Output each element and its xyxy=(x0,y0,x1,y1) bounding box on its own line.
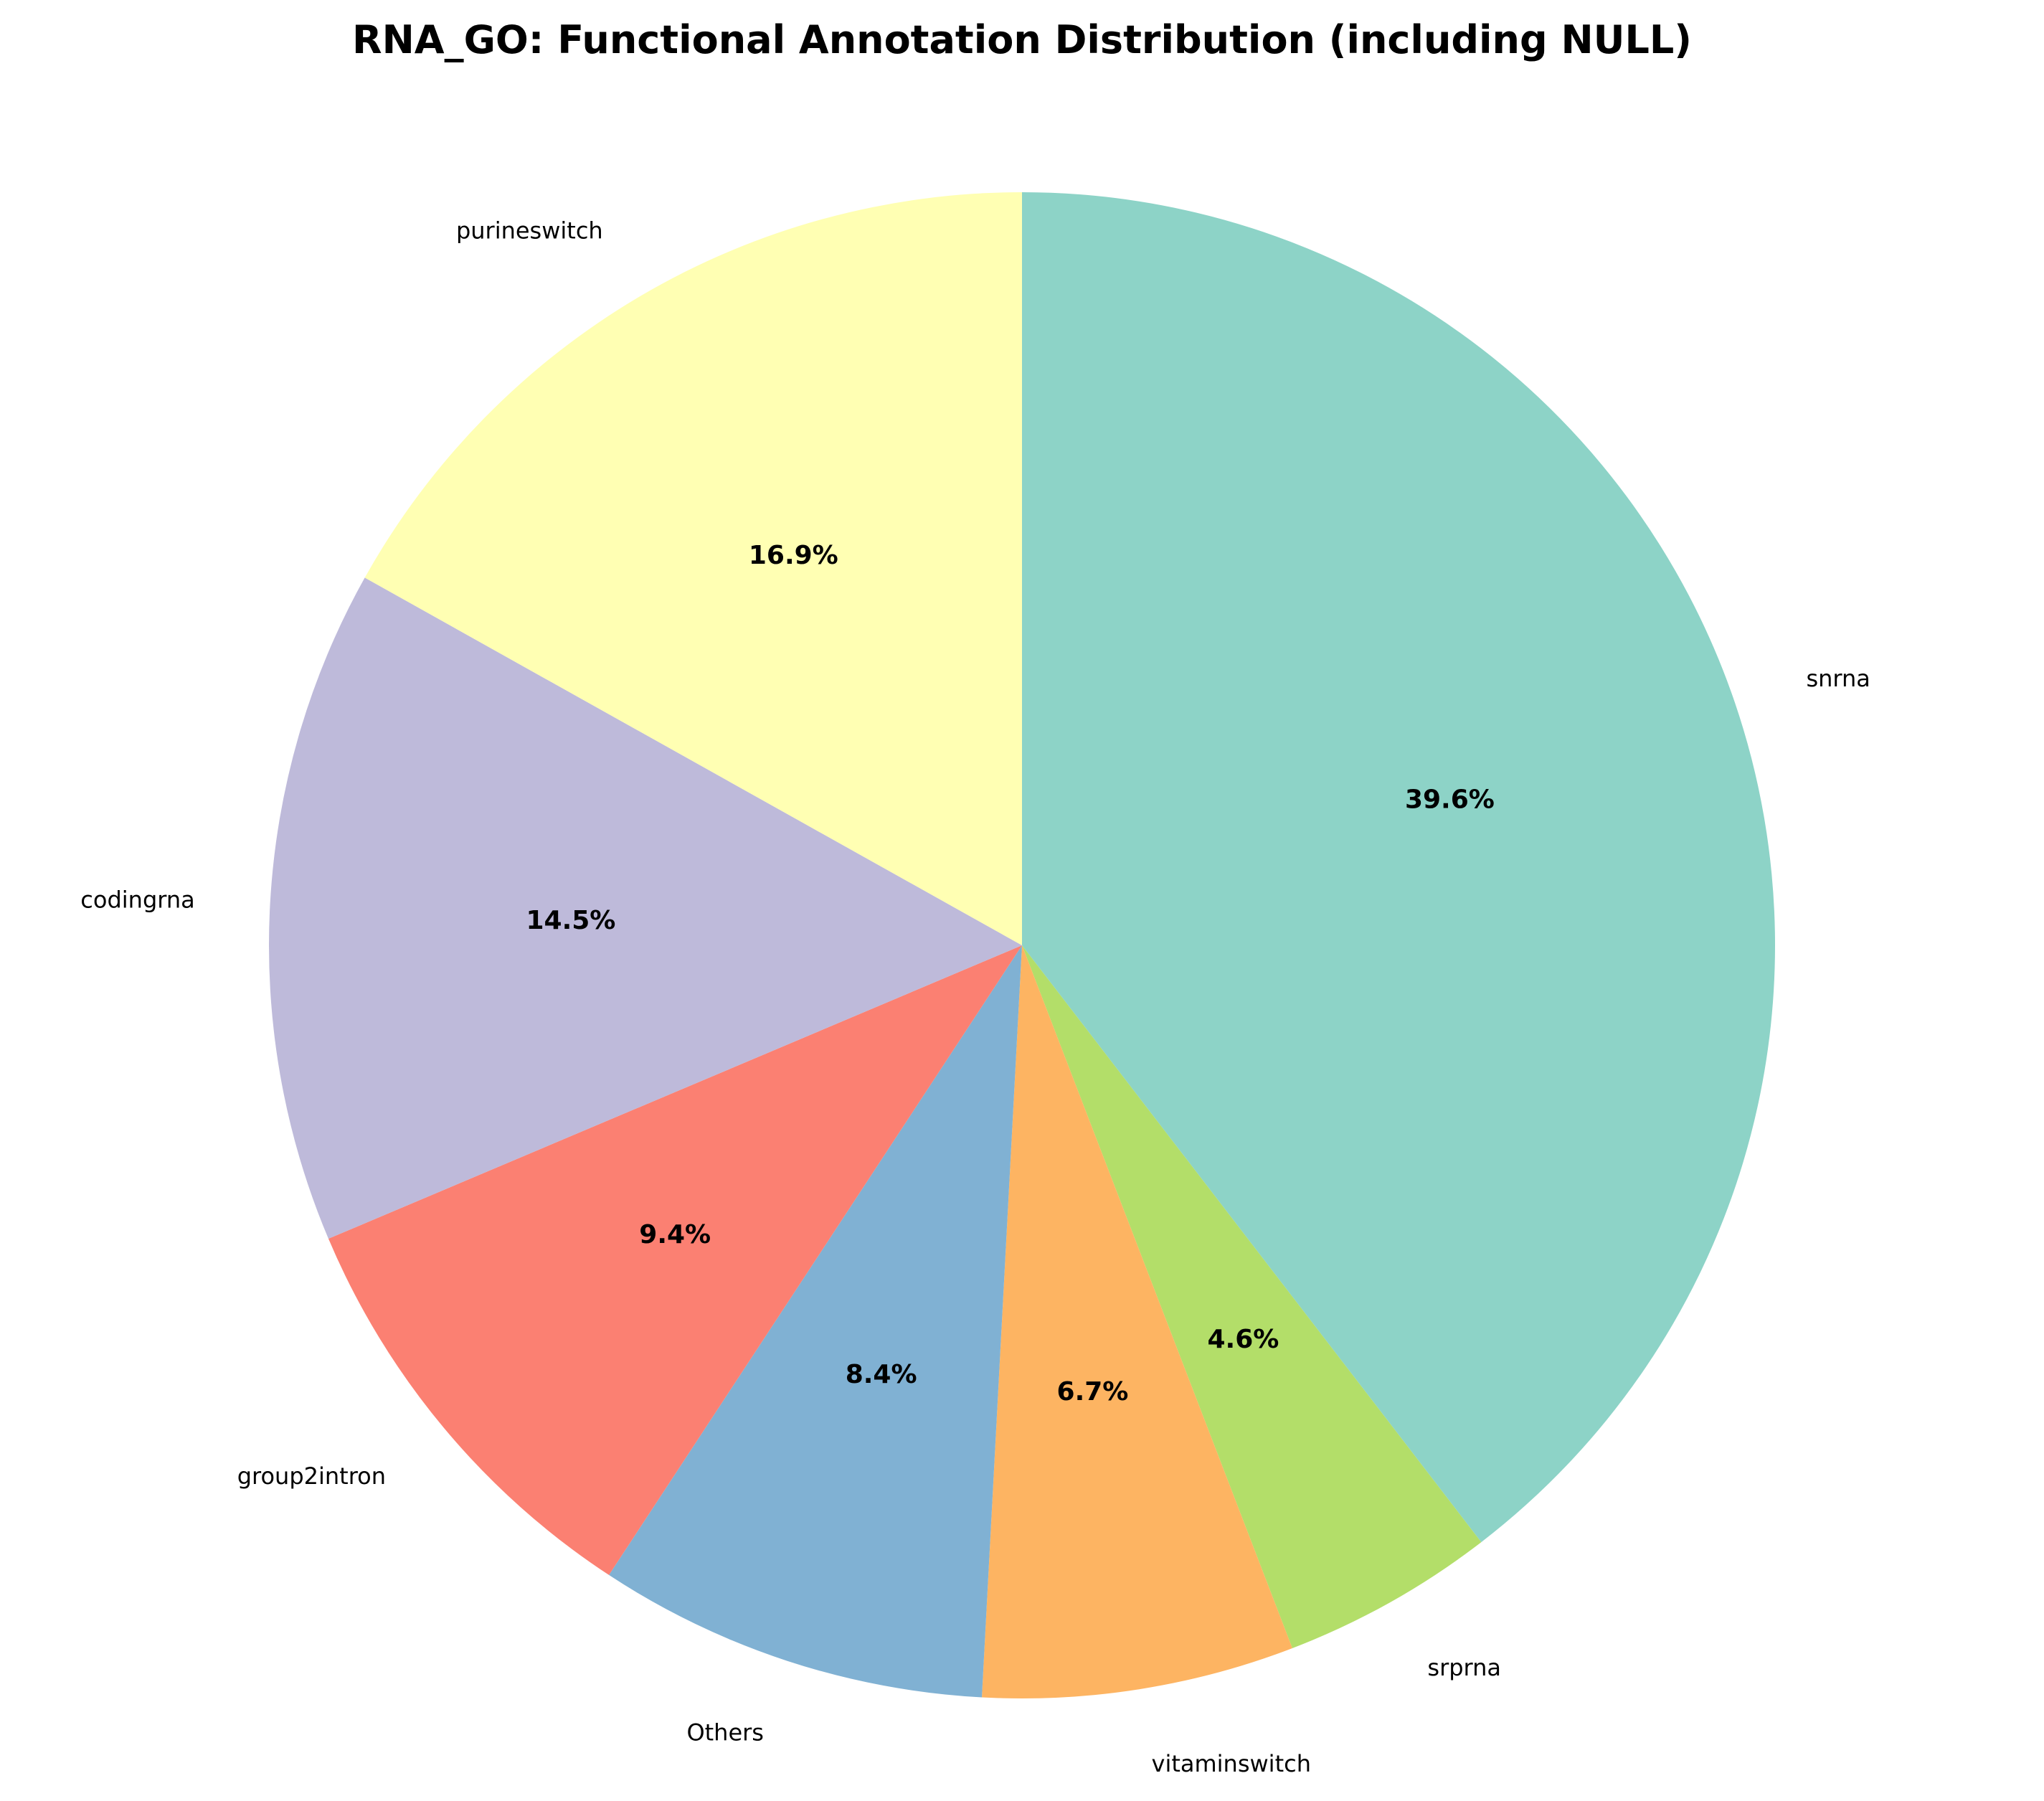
pct-label-group2intron: 9.4% xyxy=(639,1220,711,1249)
pct-label-vitaminswitch: 6.7% xyxy=(1057,1377,1129,1407)
slice-label-srprna: srprna xyxy=(1427,1654,1501,1681)
pct-label-others: 8.4% xyxy=(846,1360,917,1389)
pct-label-snrna: 39.6% xyxy=(1405,785,1495,815)
pie-slice-vitaminswitch xyxy=(982,945,1292,1699)
pie-slice-codingrna xyxy=(268,577,1022,1239)
slice-label-snrna: snrna xyxy=(1806,665,1870,692)
slice-label-group2intron: group2intron xyxy=(237,1462,386,1490)
pct-label-purineswitch: 16.9% xyxy=(749,541,838,570)
pie-slices xyxy=(268,192,1776,1699)
pct-label-srprna: 4.6% xyxy=(1207,1325,1279,1354)
pie-slice-others xyxy=(609,945,1022,1698)
slice-label-purineswitch: purineswitch xyxy=(456,217,603,245)
pie-slice-purineswitch xyxy=(364,192,1022,945)
pct-label-codingrna: 14.5% xyxy=(526,906,615,935)
pie-slice-group2intron xyxy=(328,945,1022,1575)
slice-label-others: Others xyxy=(686,1719,764,1746)
pie-slice-snrna xyxy=(1022,192,1776,1543)
pie-labels: snrna 39.6% srprna 4.6% vitaminswitch 6.7% Oth… xyxy=(80,217,1870,1777)
slice-label-vitaminswitch: vitaminswitch xyxy=(1152,1750,1311,1777)
pie-slice-srprna xyxy=(1022,945,1482,1648)
chart-title: RNA_GO: Functional Annotation Distributi… xyxy=(352,17,1692,62)
slice-label-codingrna: codingrna xyxy=(80,887,194,914)
